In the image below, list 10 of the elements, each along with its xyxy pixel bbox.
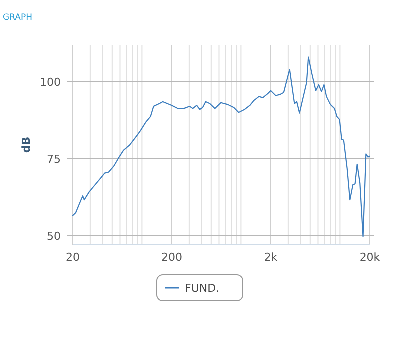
x-tick-label: 20 — [66, 251, 80, 264]
y-tick-label: 100 — [40, 76, 61, 89]
chart-title: GRAPH — [3, 13, 32, 23]
y-axis-title: dB — [20, 136, 33, 154]
x-tick-label: 200 — [162, 251, 182, 264]
x-tick-label: 20k — [360, 251, 381, 264]
x-tick-label: 2k — [264, 251, 278, 264]
legend-label: FUND. — [185, 282, 220, 295]
y-tick-label: 50 — [47, 230, 61, 243]
y-tick-label: 75 — [47, 152, 61, 166]
